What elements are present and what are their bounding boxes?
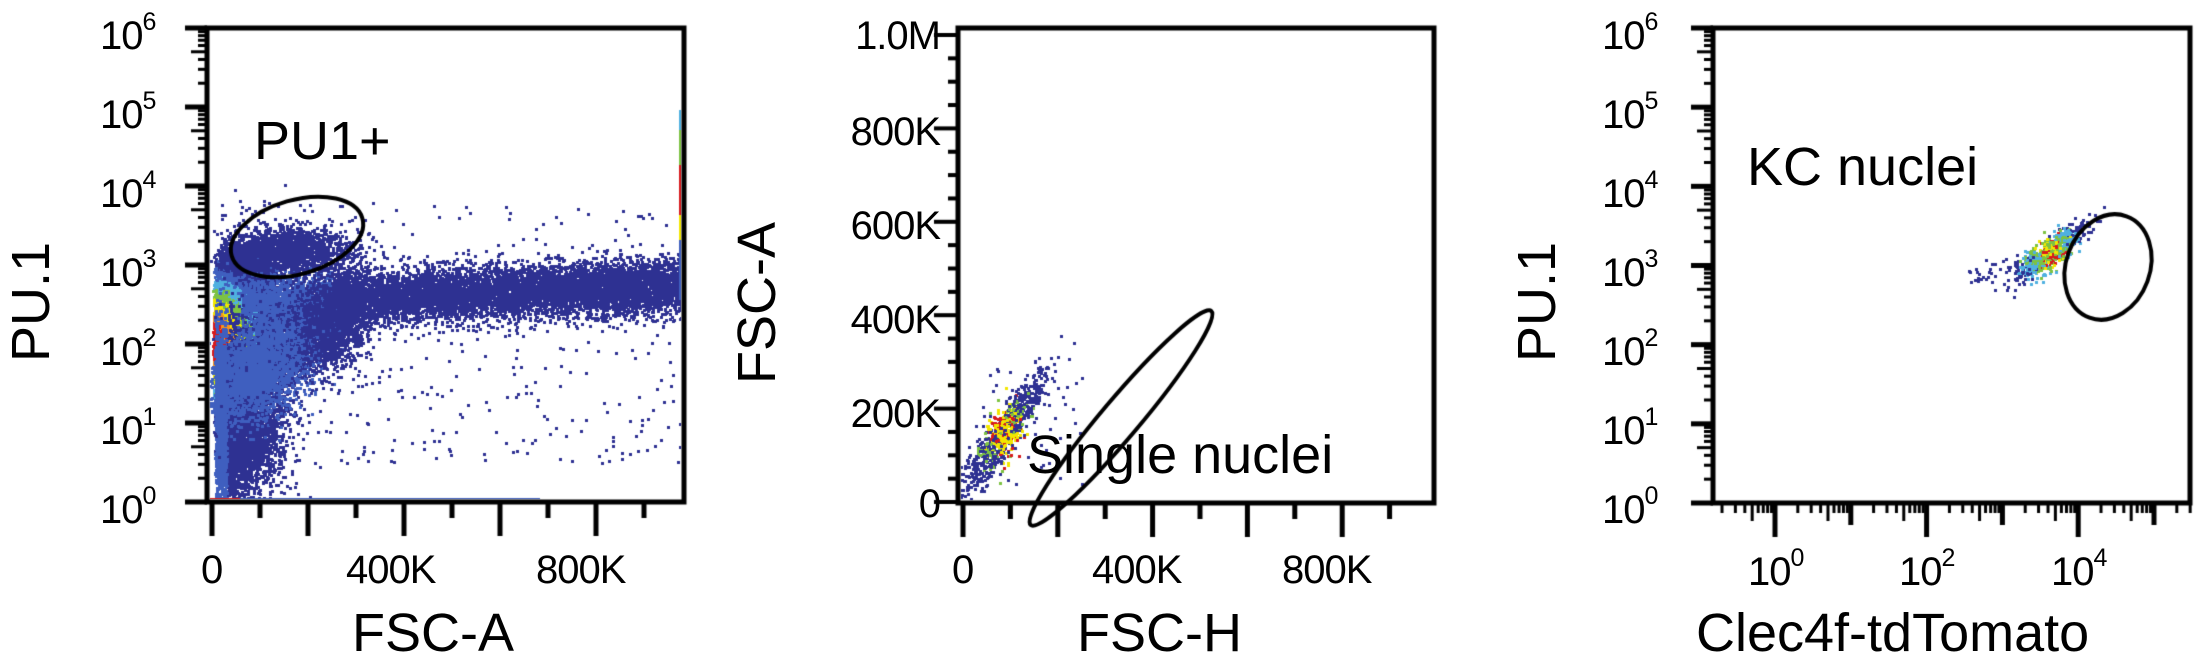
x-axis-title: FSC-H bbox=[1077, 603, 1242, 663]
y-tick-label: 101 bbox=[1602, 403, 1658, 453]
gate-label-kc-nuclei: KC nuclei bbox=[1747, 137, 1979, 197]
y-tick-label: 0 bbox=[918, 482, 941, 526]
y-tick-label: 100 bbox=[100, 482, 156, 532]
x-axis-title: FSC-A bbox=[352, 603, 514, 663]
scatter-plot-pu1-vs-clec4f bbox=[1450, 0, 2208, 663]
x-tick-label: 0 bbox=[201, 548, 223, 592]
y-axis-title: FSC-A bbox=[727, 222, 787, 384]
panel-pu1-vs-fsca: 106 105 104 103 102 101 100 0 400K 800K … bbox=[0, 0, 700, 663]
scatter-plot-fsca-vs-fsch bbox=[700, 0, 1460, 663]
y-tick-label: 800K bbox=[850, 110, 941, 154]
x-tick-label: 100 bbox=[1748, 544, 1804, 594]
panel-fsca-vs-fsch: 1.0M 800K 600K 400K 200K 0 0 400K 800K F… bbox=[700, 0, 1460, 663]
y-tick-label: 102 bbox=[1602, 324, 1658, 374]
x-tick-label: 104 bbox=[2051, 544, 2107, 594]
y-tick-label: 106 bbox=[100, 8, 156, 58]
y-tick-label: 100 bbox=[1602, 482, 1658, 532]
x-tick-label: 102 bbox=[1899, 544, 1955, 594]
y-tick-label: 600K bbox=[850, 204, 941, 248]
y-tick-label: 102 bbox=[100, 324, 156, 374]
gate-label-pu1-positive: PU1+ bbox=[254, 111, 391, 171]
y-tick-label: 105 bbox=[100, 87, 156, 137]
scatter-plot-pu1-vs-fsca bbox=[0, 0, 700, 663]
y-tick-label: 200K bbox=[850, 392, 941, 436]
y-tick-label: 400K bbox=[850, 298, 941, 342]
y-tick-label: 106 bbox=[1602, 8, 1658, 58]
y-tick-label: 101 bbox=[100, 403, 156, 453]
x-tick-label: 400K bbox=[1092, 548, 1182, 592]
x-axis-title: Clec4f-tdTomato bbox=[1696, 603, 2090, 663]
y-axis-title: PU.1 bbox=[1, 241, 61, 362]
panel-pu1-vs-clec4f: 106 105 104 103 102 101 100 100 102 104 … bbox=[1450, 0, 2208, 663]
y-tick-label: 103 bbox=[1602, 245, 1658, 295]
gate-label-single-nuclei: Single nuclei bbox=[1027, 425, 1334, 485]
x-tick-label: 400K bbox=[346, 548, 436, 592]
y-tick-label: 104 bbox=[1602, 166, 1658, 216]
x-tick-label: 800K bbox=[1282, 548, 1372, 592]
y-tick-label: 104 bbox=[100, 166, 156, 216]
y-axis-title: PU.1 bbox=[1507, 241, 1567, 362]
y-tick-label: 1.0M bbox=[855, 14, 941, 58]
x-tick-label: 0 bbox=[952, 548, 974, 592]
x-tick-label: 800K bbox=[536, 548, 626, 592]
y-tick-label: 103 bbox=[100, 245, 156, 295]
y-tick-label: 105 bbox=[1602, 87, 1658, 137]
